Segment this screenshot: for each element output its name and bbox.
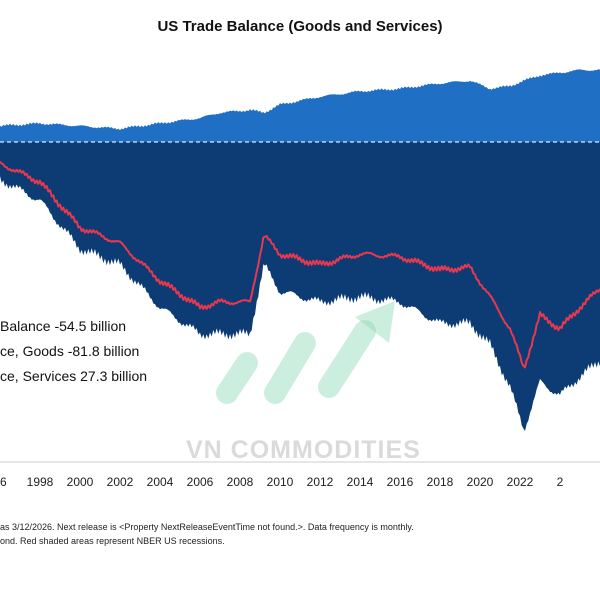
footnote-2: ond. Red shaded areas represent NBER US … [0, 536, 225, 546]
x-tick-label: 2022 [507, 475, 534, 489]
goods-area [0, 142, 600, 431]
watermark-text: VN COMMODITIES [186, 436, 421, 464]
x-tick-label: 6 [0, 475, 7, 489]
x-tick-label: 2010 [267, 475, 294, 489]
x-tick-label: 2016 [387, 475, 414, 489]
x-tick-label: 2008 [227, 475, 254, 489]
watermark-logo-icon [216, 301, 395, 404]
legend-services: ce, Services 27.3 billion [0, 368, 148, 384]
balance-line [0, 160, 600, 369]
x-tick-label: 2006 [187, 475, 214, 489]
x-tick-label: 2 [557, 475, 564, 489]
legend-goods: ce, Goods -81.8 billion [0, 343, 140, 359]
x-tick-label: 2020 [467, 475, 494, 489]
x-tick-label: 2000 [67, 475, 94, 489]
x-tick-label: 1998 [27, 475, 54, 489]
x-tick-label: 2014 [347, 475, 374, 489]
x-tick-label: 2018 [427, 475, 454, 489]
chart-title: US Trade Balance (Goods and Services) [157, 18, 443, 35]
footnote-1: as 3/12/2026. Next release is <Property … [0, 522, 414, 532]
chart-areas [0, 69, 600, 431]
x-tick-label: 2002 [107, 475, 134, 489]
services-area [0, 69, 600, 142]
balance-line-group [0, 160, 600, 369]
x-axis-ticks: 6 1998 2000 2002 2004 2006 2008 2010 2012 2014 201… [0, 475, 564, 489]
x-tick-label: 2012 [307, 475, 334, 489]
x-tick-label: 2004 [147, 475, 174, 489]
legend-balance: Balance -54.5 billion [0, 318, 127, 334]
